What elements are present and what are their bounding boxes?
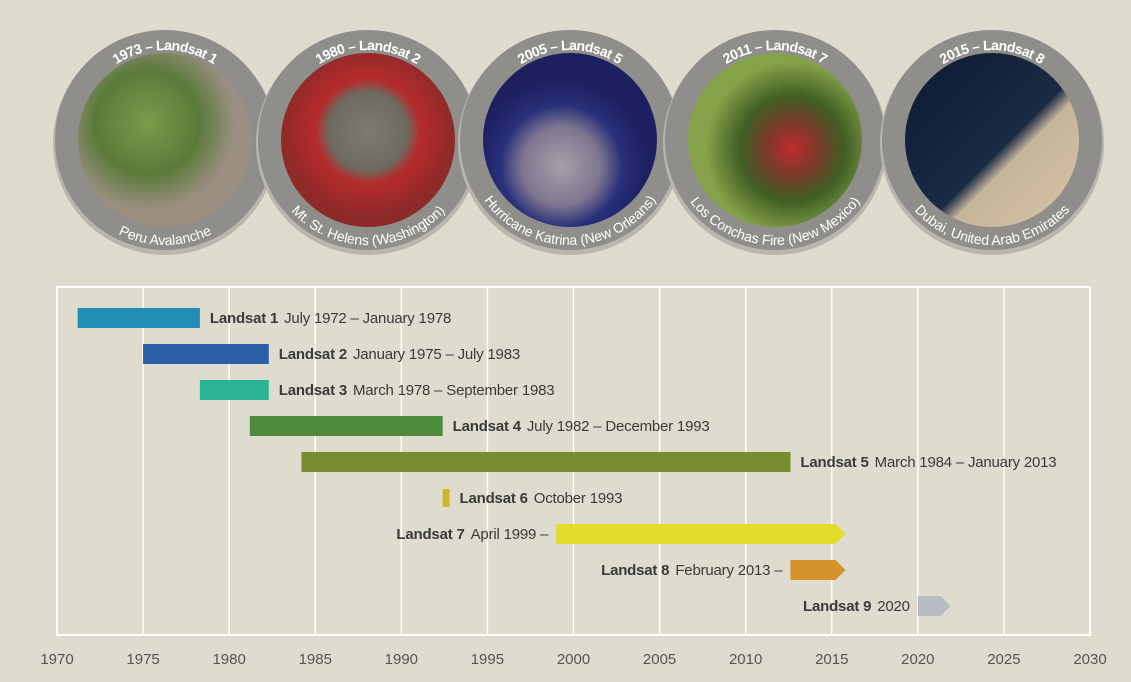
x-tick-label: 1980	[212, 651, 245, 668]
bar	[250, 416, 443, 436]
satellite-image	[483, 53, 657, 227]
task-dates: January 1975 – July 1983	[353, 346, 520, 363]
bar	[301, 452, 790, 472]
page: {"circles": [ {"title": "1973 – Landsat …	[0, 0, 1131, 677]
x-tick-label: 2015	[815, 651, 848, 668]
task-dates: July 1982 – December 1993	[527, 418, 710, 435]
x-tick-label: 1970	[40, 651, 73, 668]
satellite-image	[688, 53, 862, 227]
task-name: Landsat 7	[396, 526, 464, 543]
x-tick-label: 2020	[901, 651, 934, 668]
task-name: Landsat 8	[601, 562, 669, 579]
bar	[78, 308, 200, 328]
bar-label: Landsat 8 February 2013 –	[601, 562, 783, 579]
x-tick-label: 2010	[729, 651, 762, 668]
task-dates: March 1978 – September 1983	[353, 382, 554, 399]
satellite-image	[905, 53, 1079, 227]
task-name: Landsat 4	[453, 418, 522, 435]
bar	[200, 380, 269, 400]
task-dates: April 1999 –	[471, 526, 550, 543]
x-tick-label: 1985	[299, 651, 332, 668]
bar-label: Landsat 9 2020	[803, 598, 910, 615]
task-name: Landsat 2	[279, 346, 347, 363]
satellite-image	[281, 53, 455, 227]
bar-label: Landsat 7 April 1999 –	[396, 526, 549, 543]
bar-label: Landsat 2 January 1975 – July 1983	[279, 346, 520, 363]
task-name: Landsat 9	[803, 598, 871, 615]
task-name: Landsat 5	[800, 454, 868, 471]
x-tick-label: 1975	[126, 651, 159, 668]
bar-label: Landsat 6 October 1993	[460, 490, 623, 507]
task-name: Landsat 6	[460, 490, 528, 507]
task-name: Landsat 3	[279, 382, 347, 399]
bar	[556, 524, 845, 544]
task-dates: March 1984 – January 2013	[875, 454, 1057, 471]
bar	[790, 560, 845, 580]
x-tick-label: 2000	[557, 651, 590, 668]
x-tick-label: 2025	[987, 651, 1020, 668]
x-tick-label: 2030	[1073, 651, 1106, 668]
x-tick-label: 1995	[471, 651, 504, 668]
bar	[443, 489, 450, 507]
x-tick-label: 2005	[643, 651, 676, 668]
task-name: Landsat 1	[210, 310, 278, 327]
x-tick-label: 1990	[385, 651, 418, 668]
infographic: 1973 – Landsat 1Peru Avalanche1980 – Lan…	[0, 0, 1131, 677]
task-dates: July 1972 – January 1978	[284, 310, 451, 327]
bar-label: Landsat 4 July 1982 – December 1993	[453, 418, 710, 435]
task-dates: February 2013 –	[675, 562, 783, 579]
bar-label: Landsat 5 March 1984 – January 2013	[800, 454, 1056, 471]
task-dates: October 1993	[534, 490, 623, 507]
bar	[143, 344, 269, 364]
bar-label: Landsat 1 July 1972 – January 1978	[210, 310, 451, 327]
task-dates: 2020	[877, 598, 910, 615]
bar-label: Landsat 3 March 1978 – September 1983	[279, 382, 555, 399]
satellite-image	[78, 53, 252, 227]
